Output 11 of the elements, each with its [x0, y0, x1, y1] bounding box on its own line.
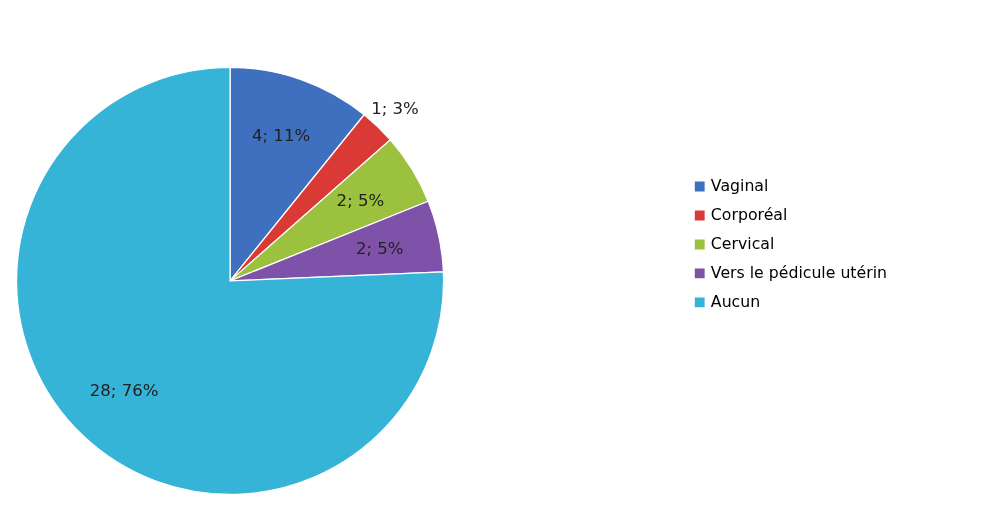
legend-label: Cervical: [710, 234, 775, 254]
legend-label: Corporéal: [710, 205, 788, 225]
legend-label: Vaginal: [710, 176, 769, 196]
data-label: 2; 5%: [336, 190, 385, 210]
legend-label: Aucun: [710, 292, 761, 312]
legend-label: Vers le pédicule utérin: [710, 263, 887, 283]
data-label: 1; 3%: [371, 98, 419, 118]
data-label: 2; 5%: [355, 238, 404, 258]
data-label: 4; 11%: [251, 126, 311, 146]
data-label: 28; 76%: [89, 381, 159, 401]
pie-slice: [16, 66, 444, 495]
